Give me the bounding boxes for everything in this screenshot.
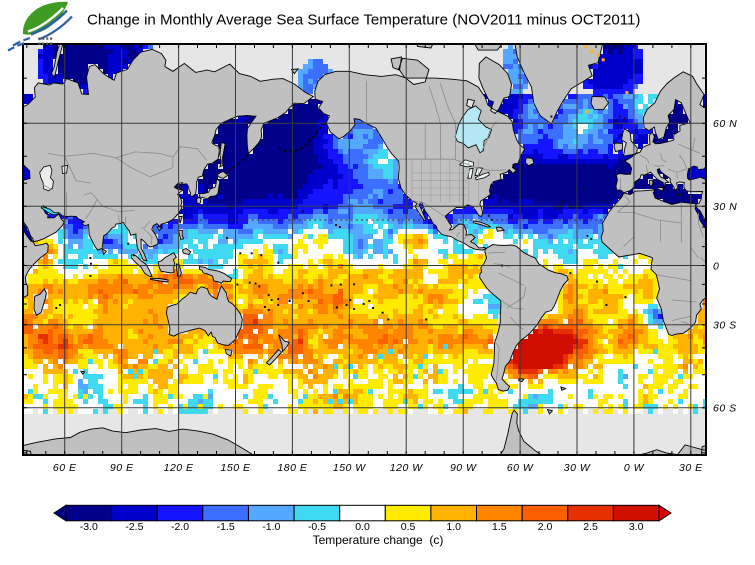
svg-text:120 W: 120 W	[390, 462, 423, 474]
svg-text:0.5: 0.5	[401, 521, 416, 533]
svg-text:Temperature change (c): Temperature change (c)	[313, 533, 444, 547]
svg-text:30 N: 30 N	[713, 201, 737, 213]
svg-text:150 W: 150 W	[333, 462, 366, 474]
svg-text:-1.0: -1.0	[262, 521, 280, 533]
svg-text:60 N: 60 N	[713, 118, 737, 130]
svg-text:120 E: 120 E	[164, 462, 194, 474]
svg-text:-0.5: -0.5	[308, 521, 326, 533]
svg-text:-2.0: -2.0	[171, 521, 189, 533]
svg-text:90 E: 90 E	[110, 462, 134, 474]
svg-text:1.5: 1.5	[492, 521, 507, 533]
svg-text:1.0: 1.0	[446, 521, 461, 533]
svg-text:0.0: 0.0	[355, 521, 370, 533]
svg-text:3.0: 3.0	[629, 521, 644, 533]
svg-text:90 W: 90 W	[450, 462, 477, 474]
svg-text:■■■■: ■■■■	[38, 36, 54, 41]
svg-text:■■■■: ■■■■	[38, 41, 54, 46]
svg-text:-3.0: -3.0	[80, 521, 98, 533]
svg-text:2.5: 2.5	[583, 521, 598, 533]
svg-text:Change in Monthly Average Sea: Change in Monthly Average Sea Surface Te…	[87, 12, 640, 29]
svg-text:60 S: 60 S	[713, 403, 737, 415]
svg-text:0 W: 0 W	[624, 462, 645, 474]
svg-text:180 E: 180 E	[277, 462, 307, 474]
svg-text:-1.5: -1.5	[217, 521, 235, 533]
svg-text:-2.5: -2.5	[125, 521, 143, 533]
svg-text:30 E: 30 E	[679, 462, 703, 474]
svg-text:60 E: 60 E	[53, 462, 77, 474]
svg-text:30 S: 30 S	[713, 320, 737, 332]
svg-text:30 W: 30 W	[564, 462, 591, 474]
svg-text:0: 0	[713, 260, 719, 272]
svg-text:60 W: 60 W	[507, 462, 534, 474]
svg-text:150 E: 150 E	[221, 462, 251, 474]
svg-text:2.0: 2.0	[538, 521, 553, 533]
